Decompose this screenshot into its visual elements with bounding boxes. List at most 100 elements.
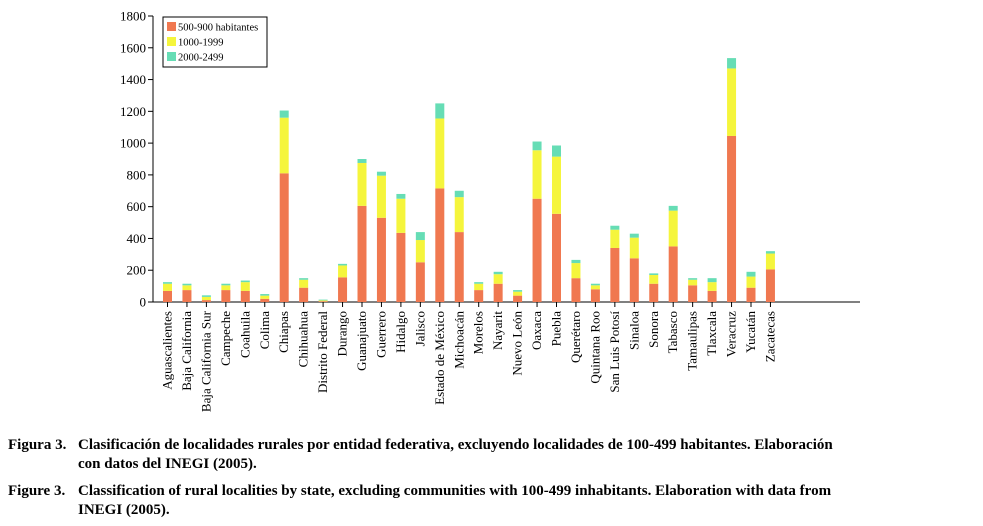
bar-segment-series-2	[163, 283, 172, 291]
x-axis: Aguascalientes Baja California Baja Califo…	[153, 301, 860, 412]
y-tick-label: 0	[140, 295, 147, 310]
bar-segment-series-1	[221, 290, 231, 302]
bar-segment-series-1	[279, 173, 289, 302]
bar-segment-series-1	[610, 247, 620, 302]
x-tick-label: Yucatán	[743, 311, 758, 353]
bar-segment-series-2	[415, 240, 425, 263]
bar-segment-series-2	[318, 300, 328, 302]
legend: 500-900 habitantes 1000-1999 2000-2499	[162, 16, 268, 68]
bar-segment-series-3	[474, 282, 484, 284]
figure-caption-spanish: Figura 3. Clasificación de localidades ru…	[8, 436, 978, 474]
bar-segment-series-1	[163, 290, 172, 302]
bar-segment-series-2	[571, 263, 581, 279]
x-tick-label: Campeche	[218, 311, 233, 366]
bar-segment-series-3	[260, 294, 270, 296]
y-tick-label: 1200	[120, 104, 146, 119]
bar-segment-series-3	[221, 283, 231, 286]
bar-segment-series-3	[610, 225, 620, 230]
figure-caption-english: Figure 3. Classification of rural localit…	[8, 482, 978, 520]
bar-segment-series-1	[435, 188, 445, 302]
x-tick-label: Tamaulipas	[685, 311, 700, 371]
bar-segment-series-1	[201, 300, 211, 302]
bar-segment-series-2	[279, 117, 289, 174]
bar-segment-series-3	[338, 263, 348, 266]
x-tick-label: Guerrero	[373, 311, 388, 358]
legend-swatch	[167, 52, 176, 61]
bar-segment-series-2	[649, 274, 659, 284]
legend-swatch	[167, 22, 176, 31]
bar-segment-series-3	[552, 145, 561, 157]
bar-segment-series-2	[474, 283, 484, 291]
bar-segment-series-1	[240, 290, 250, 302]
y-tick-label: 400	[127, 231, 147, 246]
bar-segment-series-2	[454, 197, 464, 233]
bar-segment-series-1	[318, 301, 328, 302]
bars-group	[163, 58, 775, 302]
bar-segment-series-1	[649, 283, 659, 302]
bar-segment-series-1	[629, 258, 639, 302]
bar-segment-series-3	[454, 190, 464, 198]
bar-segment-series-1	[765, 269, 775, 302]
x-tick-label: Jalisco	[412, 311, 427, 346]
x-tick-label: Puebla	[549, 311, 564, 347]
caption-label-es: Figura 3.	[8, 437, 67, 453]
caption-text-en-line2: INEGI (2005).	[78, 502, 170, 518]
bar-segment-series-3	[376, 171, 386, 176]
y-tick-label: 600	[127, 199, 147, 214]
x-tick-label: Tlaxcala	[704, 311, 719, 356]
bar-segment-series-3	[513, 290, 523, 292]
bar-segment-series-3	[590, 283, 600, 286]
bar-segment-series-2	[182, 285, 192, 291]
bar-segment-series-1	[396, 232, 406, 302]
bar-segment-series-1	[299, 287, 309, 302]
bar-segment-series-3	[435, 103, 445, 119]
bar-segment-series-2	[493, 274, 503, 284]
bar-segment-series-2	[299, 279, 309, 288]
legend-label: 1000-1999	[178, 38, 224, 49]
caption-text-es-line2: con datos del INEGI (2005).	[78, 456, 257, 472]
legend-label: 500-900 habitantes	[178, 23, 258, 34]
x-tick-label: Estado de México	[432, 311, 447, 405]
x-tick-label: Durango	[335, 311, 350, 357]
bar-segment-series-1	[532, 198, 542, 302]
bar-segment-series-2	[629, 237, 639, 259]
bar-segment-series-1	[415, 262, 425, 302]
x-tick-label: Chihuahua	[296, 311, 311, 368]
bar-segment-series-2	[240, 282, 250, 291]
bar-segment-series-1	[357, 205, 367, 302]
x-tick-label: Veracruz	[724, 311, 739, 357]
legend-label: 2000-2499	[178, 53, 224, 64]
bar-segment-series-3	[727, 58, 737, 69]
caption-text-en-line1: Classification of rural localities by st…	[78, 483, 832, 499]
bar-segment-series-2	[513, 291, 523, 296]
bar-segment-series-3	[318, 299, 328, 301]
bar-segment-series-2	[396, 198, 406, 233]
x-tick-label: Michoacán	[451, 311, 466, 369]
stacked-bar-chart: 0 200 400 600 800 1000 1200 1400 1600 1800 Aguasc…	[120, 9, 860, 412]
y-tick-label: 800	[127, 167, 147, 182]
y-tick-label: 1600	[120, 40, 146, 55]
bar-segment-series-1	[688, 285, 698, 302]
bar-segment-series-3	[707, 278, 717, 283]
x-tick-label: Colima	[257, 311, 272, 350]
bar-segment-series-3	[182, 283, 192, 286]
bar-segment-series-3	[396, 193, 406, 199]
x-tick-label: Baja California Sur	[198, 310, 213, 412]
bar-segment-series-2	[260, 295, 270, 299]
bar-segment-series-2	[746, 276, 756, 288]
y-tick-label: 200	[127, 263, 147, 278]
bar-segment-series-2	[221, 285, 231, 291]
bar-segment-series-3	[649, 273, 659, 275]
bar-segment-series-2	[727, 68, 737, 136]
bar-segment-series-3	[279, 110, 289, 118]
bar-segment-series-3	[629, 233, 639, 238]
x-tick-label: Morelos	[471, 311, 486, 354]
bar-segment-series-2	[376, 175, 386, 218]
bar-segment-series-3	[688, 278, 698, 280]
x-tick-label: Chiapas	[276, 311, 291, 353]
bar-segment-series-2	[338, 265, 348, 278]
bar-segment-series-1	[474, 290, 484, 302]
bar-segment-series-2	[688, 279, 698, 286]
bar-segment-series-3	[299, 278, 309, 280]
x-tick-label: Distrito Federal	[315, 311, 330, 393]
